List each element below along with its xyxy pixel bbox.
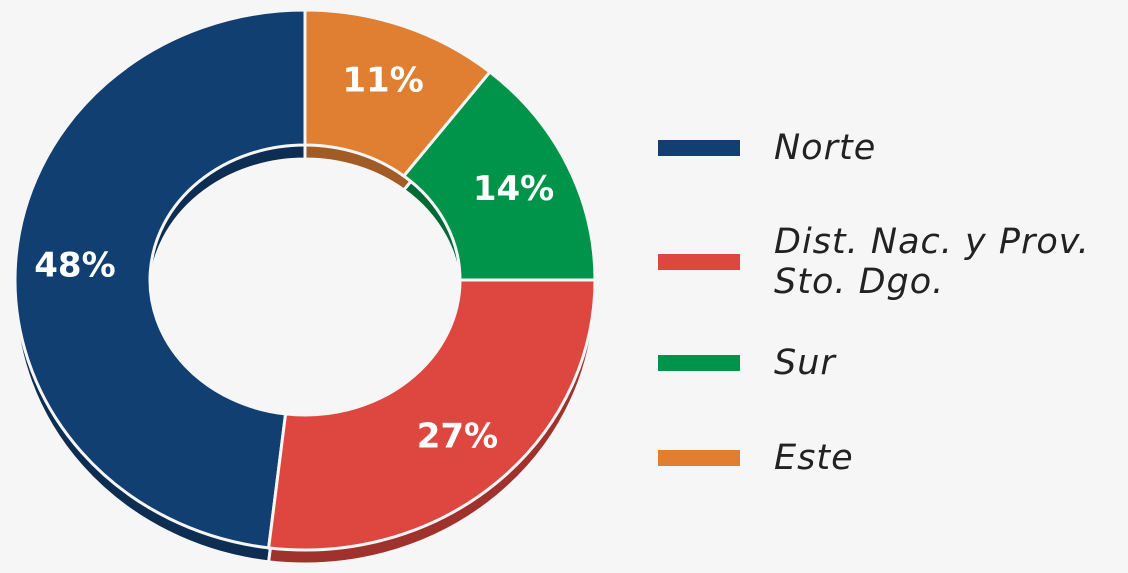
value-label: 27%	[417, 416, 498, 456]
legend-item: Sur	[658, 343, 1114, 383]
legend-label: Este	[774, 438, 854, 478]
legend-label: Sur	[774, 343, 836, 383]
legend-item: Este	[658, 438, 1114, 478]
value-label: 11%	[342, 60, 423, 100]
legend-item: Dist. Nac. y Prov. Sto. Dgo.	[658, 222, 1114, 302]
chart: 48% 27% 14% 11%	[13, 8, 597, 566]
slice	[266, 278, 597, 552]
value-label: 48%	[34, 245, 115, 285]
legend-label: Dist. Nac. y Prov. Sto. Dgo.	[774, 222, 1090, 302]
slice	[303, 8, 492, 179]
legend-label: Norte	[774, 128, 877, 168]
legend-swatch	[658, 140, 740, 156]
legend-swatch	[658, 355, 740, 371]
value-label: 14%	[473, 169, 554, 209]
legend-swatch	[658, 450, 740, 466]
slice	[13, 8, 307, 550]
legend-swatch	[658, 254, 740, 270]
legend-item: Norte	[658, 128, 1114, 168]
